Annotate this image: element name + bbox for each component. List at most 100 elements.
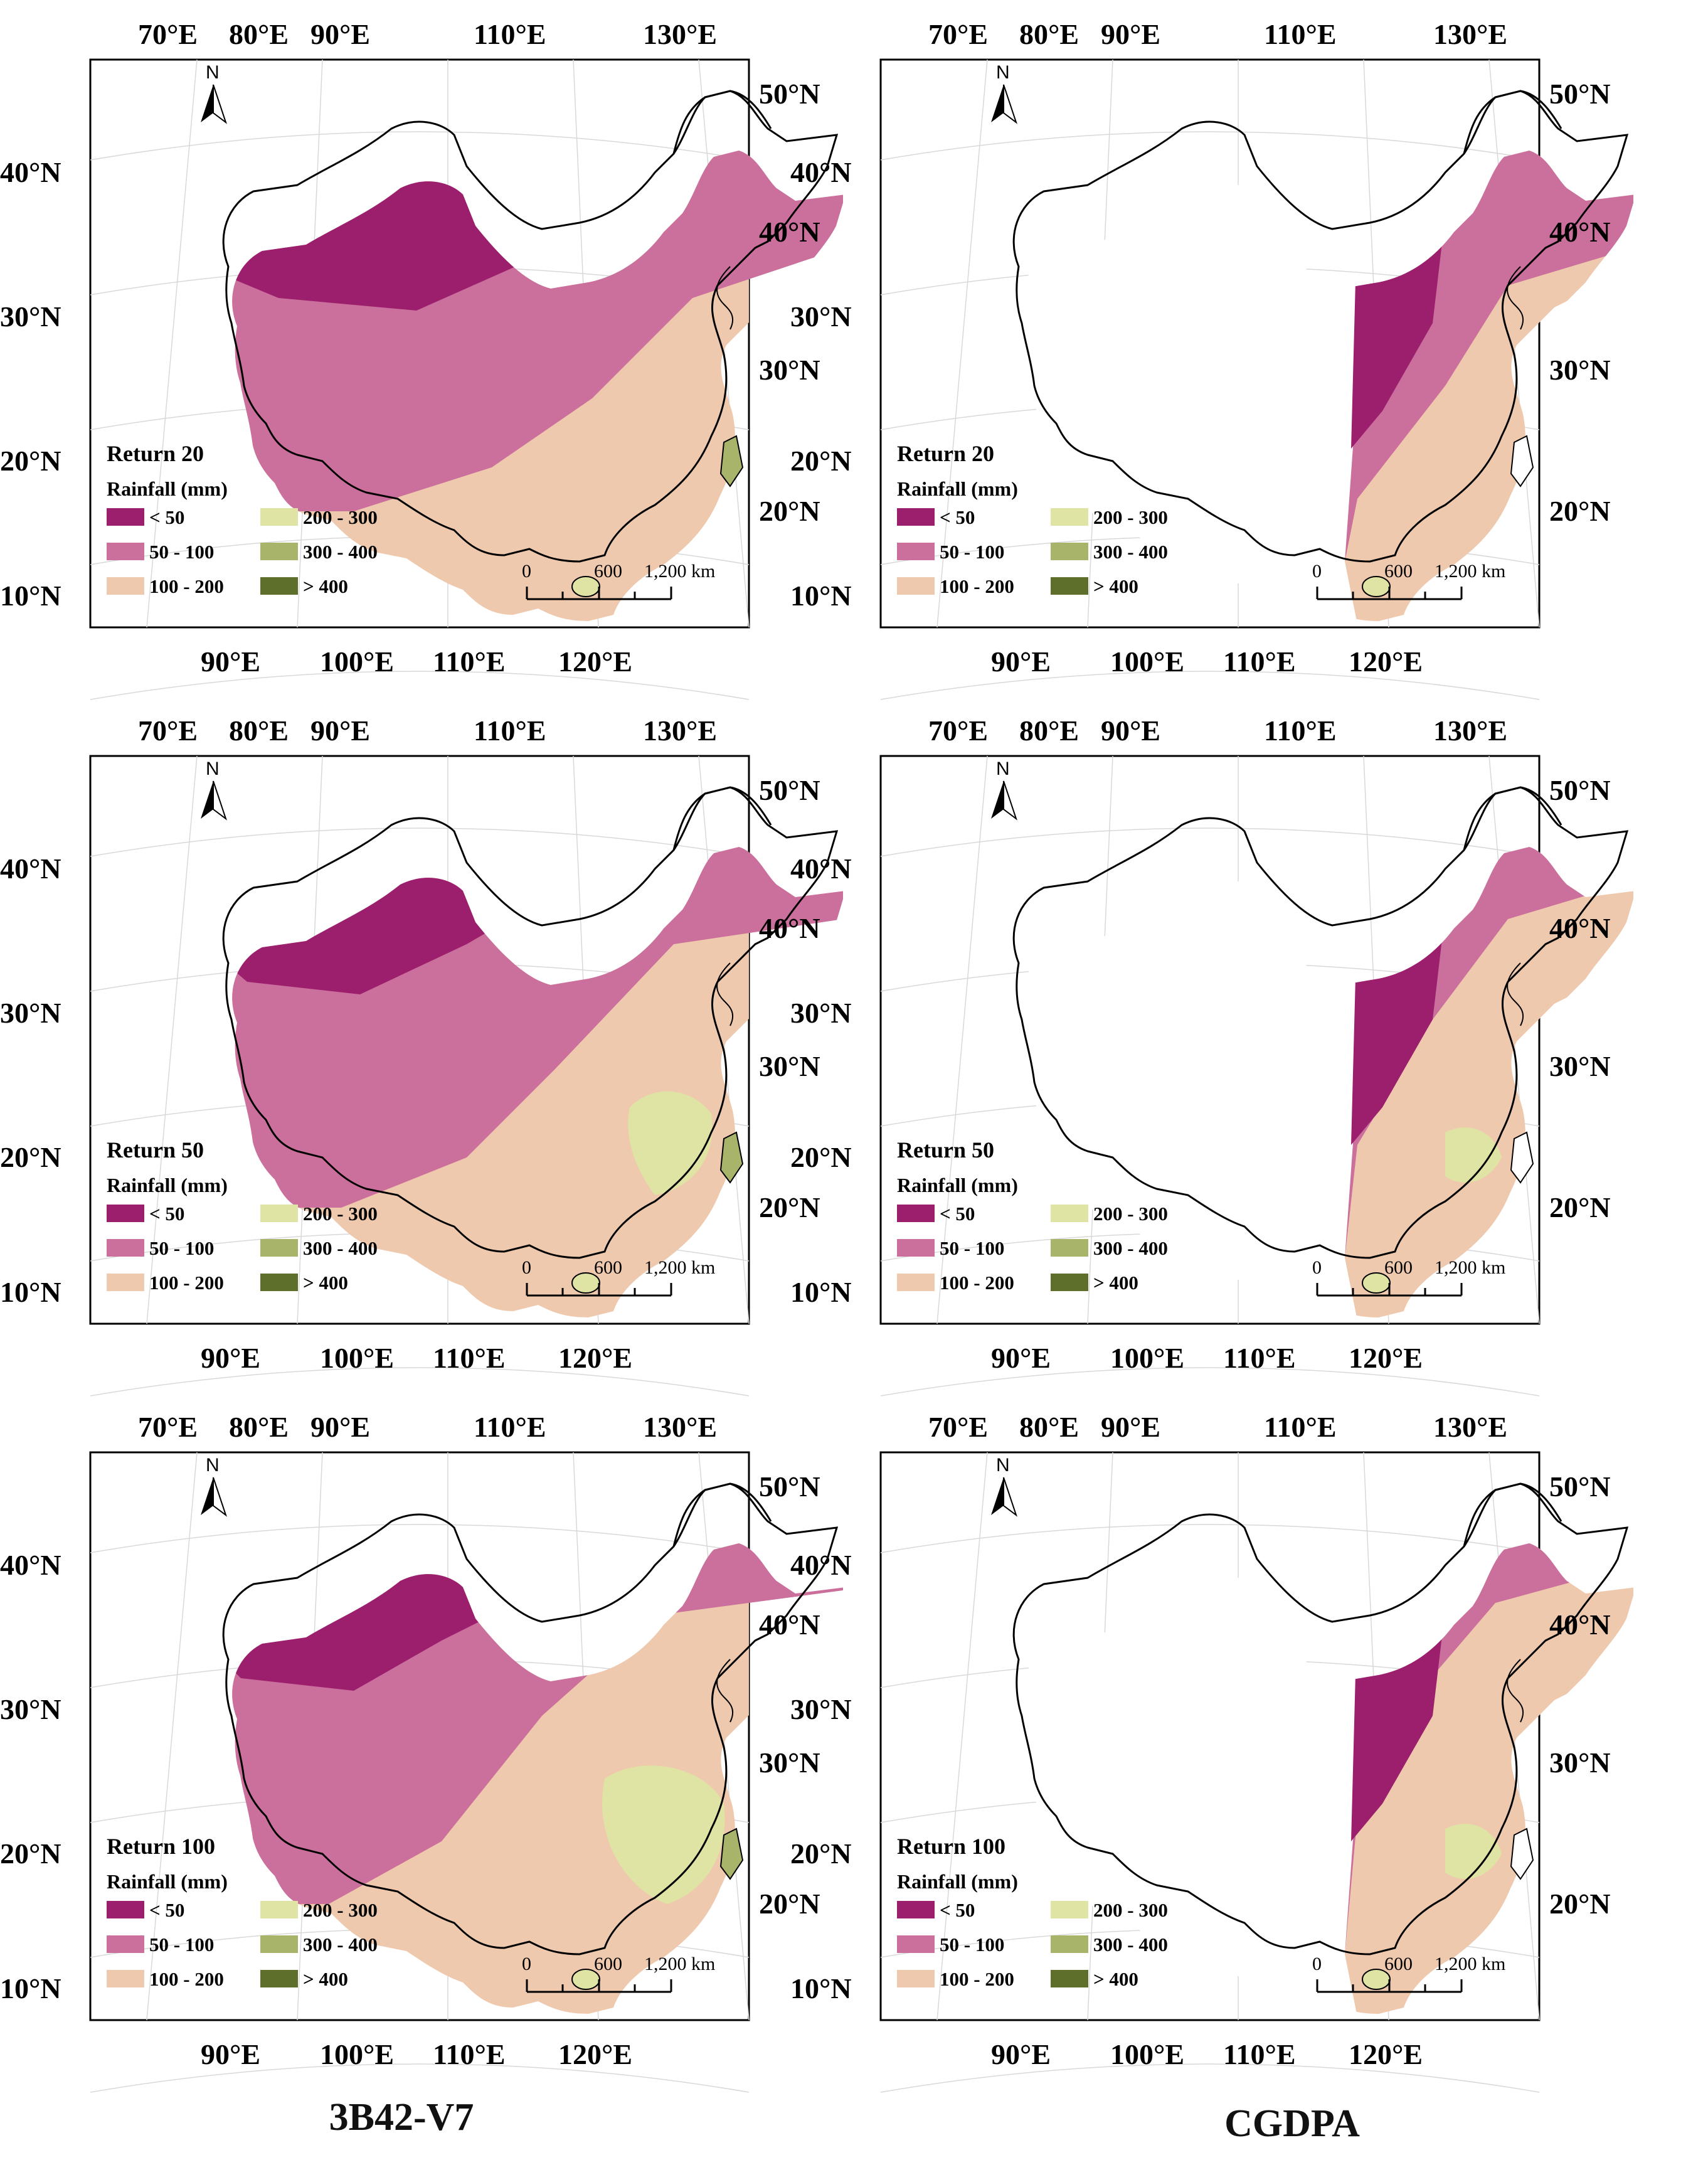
top-lon-label: 80°E <box>229 1411 289 1443</box>
scale-tick-label: 0 <box>522 561 531 582</box>
top-lon-label: 130°E <box>643 1411 717 1443</box>
china-outline <box>222 1482 839 1955</box>
left-lat-label: 40°N <box>0 156 61 188</box>
legend-swatch <box>260 508 298 526</box>
top-lon-label: 130°E <box>643 715 717 747</box>
bottom-lon-label: 90°E <box>991 646 1051 678</box>
legend-label: 200 - 300 <box>1093 506 1168 528</box>
graticule-line <box>880 2063 1540 2093</box>
bottom-lon-label: 120°E <box>558 646 632 678</box>
left-lat-label: 10°N <box>790 1276 852 1308</box>
map-panel-cgdpa-return-20: N 70°E 80°E 90°E 110°E 130°E 90°E 100°E 110°E 120… <box>790 0 1656 700</box>
scale-tick-label: 0 <box>522 1954 531 1974</box>
legend-swatch <box>260 577 298 595</box>
graticule-line <box>146 1452 198 2021</box>
northeast-border <box>672 90 772 154</box>
graticule-line <box>880 1524 1540 1553</box>
right-lat-label: 40°N <box>1549 912 1611 944</box>
graticule-line <box>880 131 1540 161</box>
graticule-line <box>936 755 988 1324</box>
top-lon-label: 130°E <box>643 18 717 50</box>
graticule-line <box>880 1367 1540 1397</box>
graticule-line <box>90 2063 750 2093</box>
bottom-lon-label: 110°E <box>1223 2038 1296 2070</box>
map-panel-3b42-return-100: N 70°E 80°E 90°E 110°E 130°E 90°E 100°E 110°E 120… <box>0 1393 866 2093</box>
north-arrow-icon: N <box>201 1455 227 1517</box>
legend-swatch <box>260 1970 298 1987</box>
legend-label: 200 - 300 <box>1093 1203 1168 1225</box>
legend-label: 100 - 200 <box>149 1272 224 1294</box>
top-lon-label: 80°E <box>1019 18 1079 50</box>
northeast-border <box>1463 1482 1562 1547</box>
return-period-label: Return 50 <box>897 1137 994 1162</box>
top-lon-label: 70°E <box>928 715 988 747</box>
north-arrow-icon: N <box>201 62 227 124</box>
left-lat-label: 10°N <box>0 1972 61 2004</box>
scale-tick-label: 0 <box>1312 1954 1322 1974</box>
coastline <box>1507 1659 1524 1723</box>
legend-label: 100 - 200 <box>940 1968 1014 1990</box>
legend: Return 50 Rainfall (mm) < 50 50 - 100 100 - … <box>107 1137 378 1294</box>
right-lat-label: 20°N <box>1549 1191 1611 1223</box>
bottom-lon-label: 90°E <box>991 1342 1051 1374</box>
bottom-lon-label: 100°E <box>320 646 394 678</box>
legend-label: 300 - 400 <box>1093 1934 1168 1955</box>
map-svg: N 70°E 80°E 90°E 110°E 130°E 90°E 100°E 110°E 120… <box>790 1411 1633 2093</box>
left-lat-label: 30°N <box>0 997 61 1029</box>
right-lat-label: 30°N <box>1549 1050 1611 1082</box>
taiwan-island <box>1510 1827 1534 1880</box>
left-lat-label: 20°N <box>790 1838 852 1870</box>
right-lat-label: 40°N <box>759 1609 820 1641</box>
legend-label: 100 - 200 <box>149 1968 224 1990</box>
legend-swatch <box>260 1901 298 1918</box>
north-label: N <box>206 758 220 779</box>
right-lat-label: 20°N <box>759 1888 820 1920</box>
legend-swatch <box>897 1274 935 1291</box>
legend-swatch <box>1051 1935 1088 1953</box>
map-svg: N 70°E 80°E 90°E 110°E 130°E 90°E 100°E 110°E 120… <box>0 715 843 1397</box>
graticule-line <box>90 1367 750 1397</box>
map-svg: N 70°E 80°E 90°E 110°E 130°E 90°E 100°E 110°E 120… <box>790 18 1633 700</box>
map-svg: N 70°E 80°E 90°E 110°E 130°E 90°E 100°E 110°E 120… <box>0 1411 843 2093</box>
legend-swatch <box>260 1239 298 1257</box>
top-lon-label: 90°E <box>1101 1411 1160 1443</box>
coastline <box>716 962 734 1026</box>
legend-swatch <box>107 1274 144 1291</box>
north-label: N <box>996 62 1010 83</box>
top-lon-label: 110°E <box>474 1411 546 1443</box>
bottom-lon-label: 120°E <box>558 2038 632 2070</box>
legend-label: 200 - 300 <box>303 1899 378 1921</box>
taiwan-island <box>1510 435 1534 487</box>
legend: Return 50 Rainfall (mm) < 50 50 - 100 100 - … <box>897 1137 1168 1294</box>
left-lat-label: 20°N <box>790 1141 852 1173</box>
legend-label: 200 - 300 <box>1093 1899 1168 1921</box>
right-lat-label: 30°N <box>759 1747 820 1779</box>
top-lon-label: 110°E <box>1264 18 1337 50</box>
graticule-line <box>936 59 988 628</box>
legend-swatch <box>107 1935 144 1953</box>
scale-tick-label: 1,200 km <box>1435 1954 1505 1974</box>
north-label: N <box>206 1455 220 1476</box>
legend-label: 50 - 100 <box>149 1934 214 1955</box>
left-lat-label: 20°N <box>0 1141 61 1173</box>
right-lat-label: 30°N <box>1549 1747 1611 1779</box>
right-lat-label: 40°N <box>759 216 820 248</box>
return-period-label: Return 20 <box>107 441 204 466</box>
left-lat-label: 10°N <box>0 580 61 612</box>
map-panel-cgdpa-return-50: N 70°E 80°E 90°E 110°E 130°E 90°E 100°E 110°E 120… <box>790 696 1656 1397</box>
scale-tick-label: 600 <box>1384 1954 1413 1974</box>
china-outline <box>1012 1482 1629 1955</box>
top-lon-label: 130°E <box>1433 18 1507 50</box>
legend-swatch <box>260 1274 298 1291</box>
legend-heading: Rainfall (mm) <box>107 1174 228 1196</box>
right-lat-label: 50°N <box>1549 774 1611 806</box>
legend-swatch <box>107 1970 144 1987</box>
bottom-lon-label: 100°E <box>1110 2038 1184 2070</box>
scale-tick-label: 1,200 km <box>644 561 715 582</box>
return-period-label: Return 20 <box>897 441 994 466</box>
northeast-border <box>672 1482 772 1547</box>
coastline <box>716 266 734 330</box>
right-lat-label: 50°N <box>759 1471 820 1503</box>
left-lat-label: 20°N <box>790 445 852 477</box>
top-lon-label: 90°E <box>1101 18 1160 50</box>
